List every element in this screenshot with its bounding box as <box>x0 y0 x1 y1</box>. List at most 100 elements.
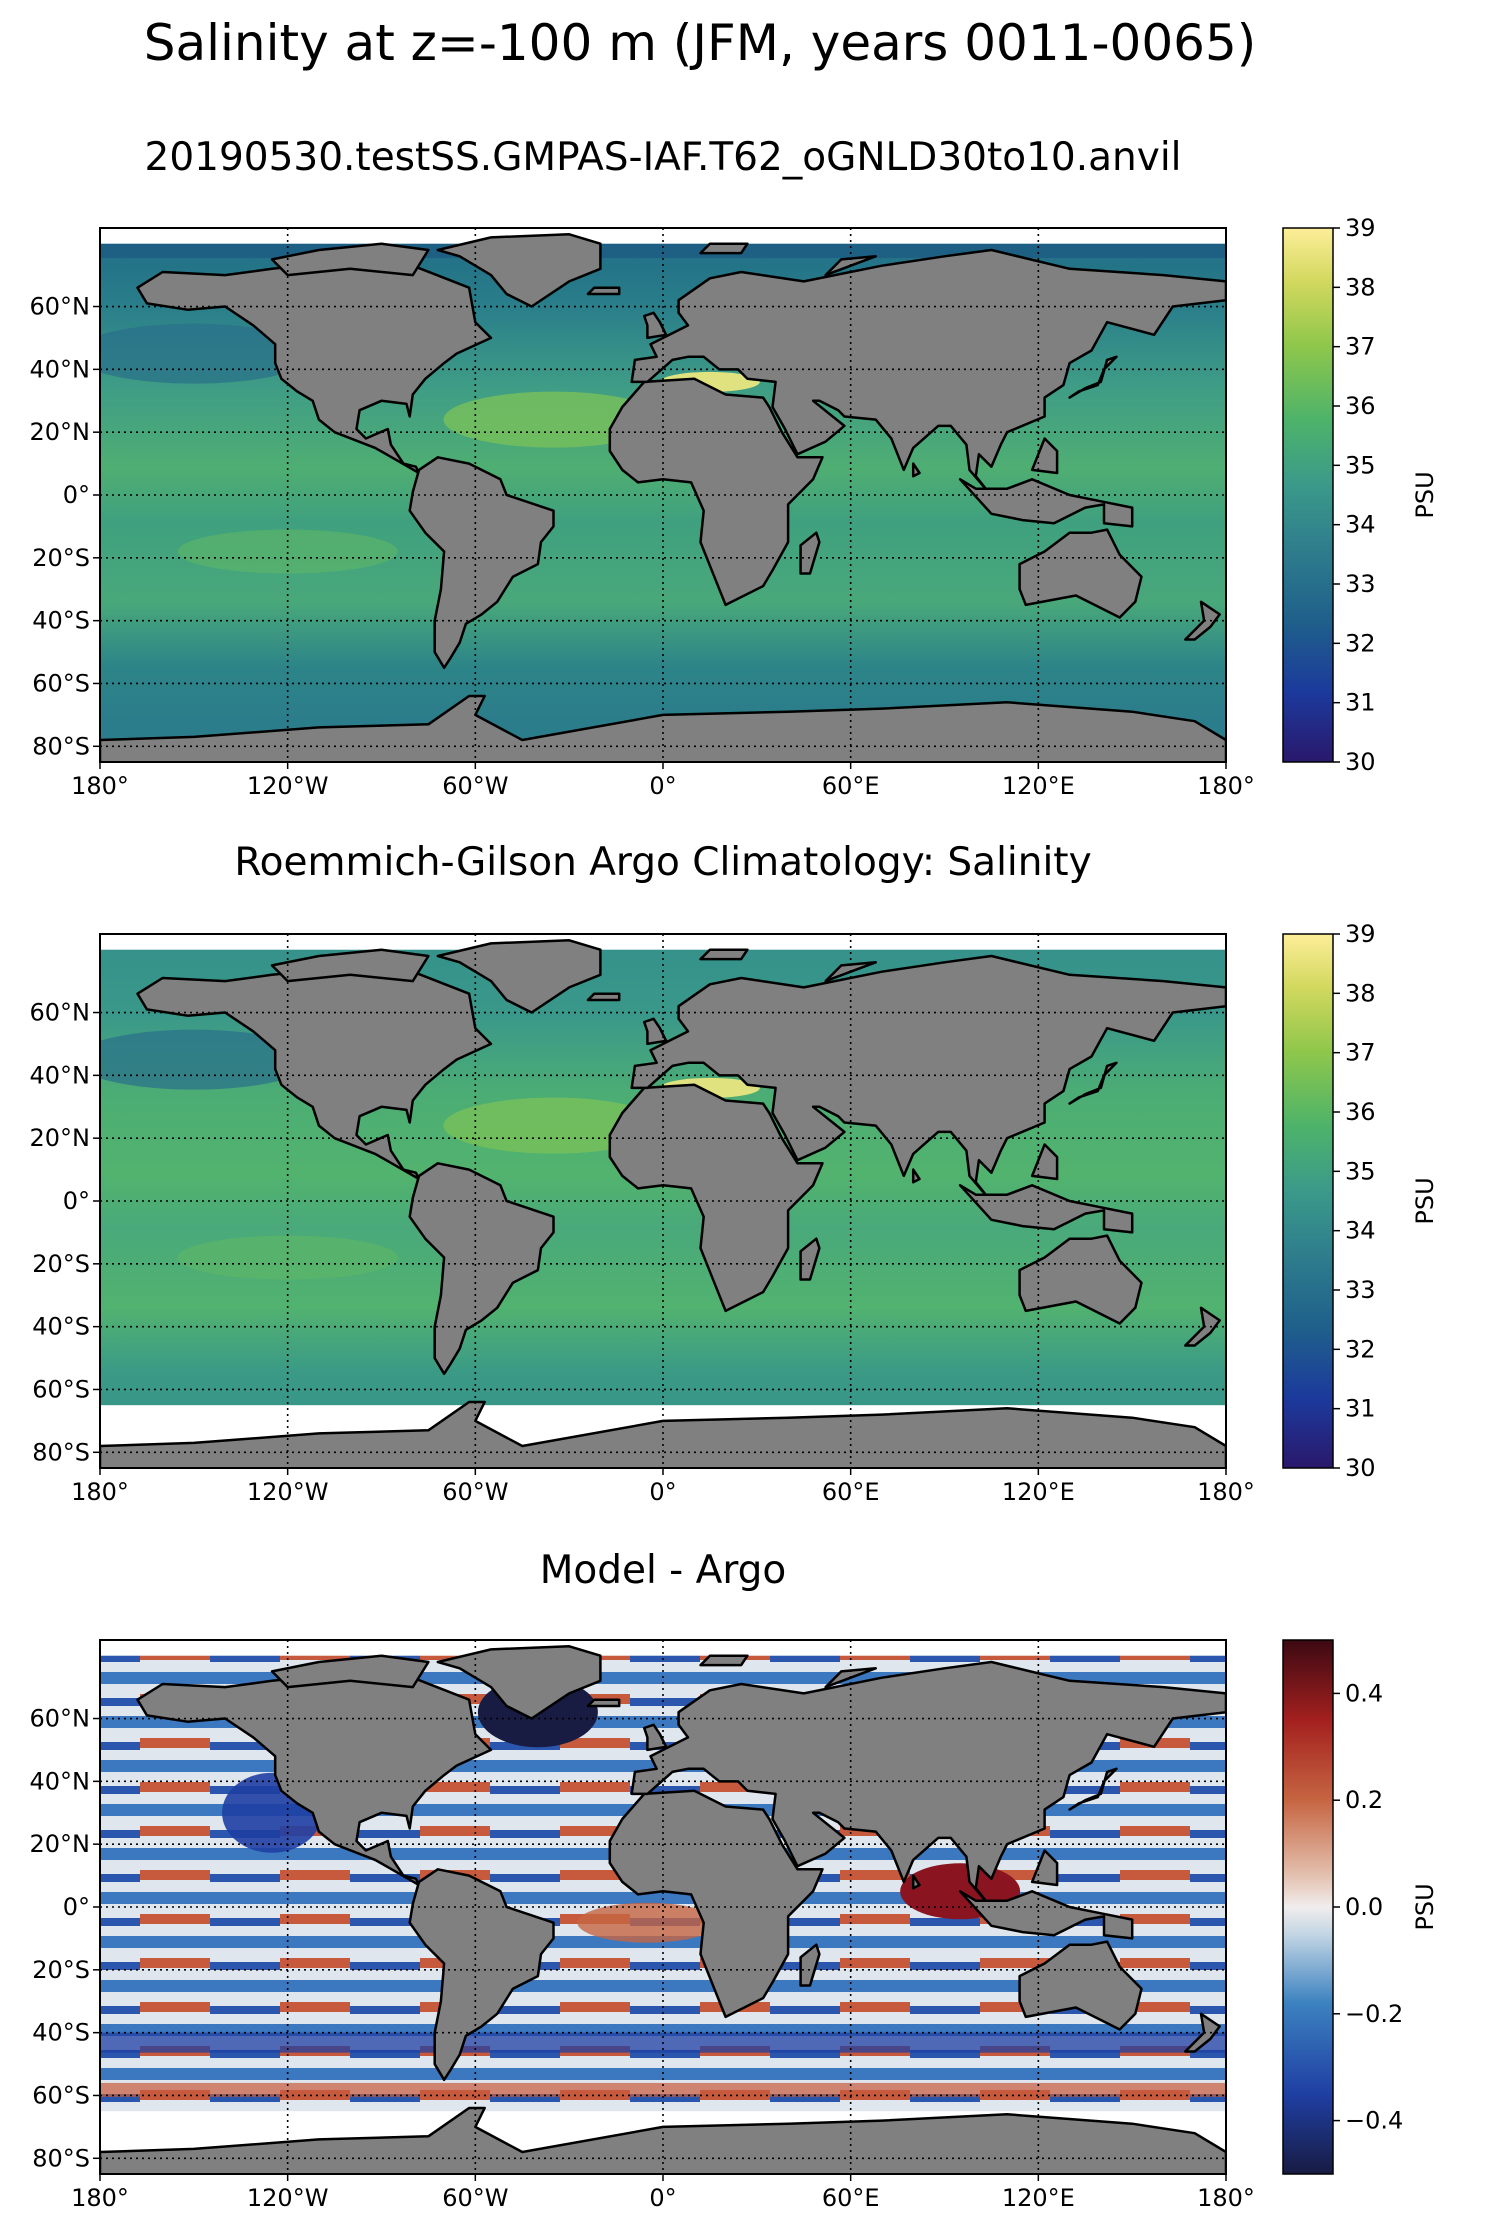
colorbar-tick-label: 0.4 <box>1345 1679 1383 1707</box>
y-tick-label: 20°S <box>32 544 90 572</box>
land-madagascar <box>799 1943 821 1987</box>
land-uk <box>642 1017 668 1046</box>
y-tick-label: 0° <box>63 481 90 509</box>
land-madagascar <box>799 531 821 575</box>
colorbar-tick-label: 31 <box>1345 689 1376 717</box>
colorbar-tick-label: 32 <box>1345 629 1376 657</box>
x-tick-label: 0° <box>649 2184 676 2212</box>
colorbar-label: PSU <box>1411 471 1439 518</box>
land-philippines <box>1030 1143 1059 1181</box>
land-australia <box>1018 1940 1143 2031</box>
colorbar-tick-label: 34 <box>1345 511 1376 539</box>
colorbar-tick-label: 39 <box>1345 920 1376 948</box>
x-tick-label: 120°E <box>1002 772 1075 800</box>
land-eurasia <box>630 1660 1226 1906</box>
land-arctic-islands <box>270 948 430 983</box>
panel-1-title: 20190530.testSS.GMPAS-IAF.T62_oGNLD30to1… <box>144 135 1182 180</box>
y-tick-label: 80°S <box>32 2144 90 2172</box>
land-sri-lanka <box>911 1168 921 1184</box>
land-japan <box>1068 1767 1118 1811</box>
colorbar-tick-label: 39 <box>1345 214 1376 242</box>
colorbar-tick-label: 35 <box>1345 1157 1376 1185</box>
north-pacific-low-salinity <box>100 323 314 384</box>
colorbar-tick-label: 30 <box>1345 748 1376 776</box>
y-tick-label: 60°S <box>32 669 90 697</box>
panel-3-title: Model - Argo <box>539 1548 787 1593</box>
land-iceland <box>586 1698 621 1708</box>
x-tick-label: 60°E <box>822 1478 880 1506</box>
x-tick-label: 180° <box>71 1478 129 1506</box>
x-tick-label: 180° <box>1197 1478 1255 1506</box>
y-tick-label: 60°S <box>32 1375 90 1403</box>
colorbar-tick-label: 35 <box>1345 451 1376 479</box>
land-philippines <box>1030 1849 1059 1887</box>
diff-positive-southern-band <box>100 2082 1226 2097</box>
atlantic-high-salinity <box>443 391 664 448</box>
land-africa <box>608 377 824 607</box>
land-south-america <box>408 1868 555 2082</box>
colorbar-tick-label: 37 <box>1345 333 1376 361</box>
x-tick-label: 180° <box>71 2184 129 2212</box>
x-tick-label: 0° <box>649 1478 676 1506</box>
colorbar-tick-label: 33 <box>1345 570 1376 598</box>
land-sri-lanka <box>911 462 921 478</box>
land-indonesia <box>958 478 1134 528</box>
colorbar-tick-label: 37 <box>1345 1039 1376 1067</box>
land-iceland <box>586 992 621 1002</box>
land-uk <box>642 1723 668 1752</box>
y-tick-label: 40°S <box>32 607 90 635</box>
y-tick-label: 20°N <box>30 418 91 446</box>
colorbar-label: PSU <box>1411 1883 1439 1930</box>
colorbar-2 <box>1282 933 1334 1469</box>
land-greenland <box>436 233 602 308</box>
colorbar-label: PSU <box>1411 1177 1439 1224</box>
land-philippines <box>1030 437 1059 475</box>
land-south-america <box>408 1162 555 1376</box>
y-tick-label: 40°S <box>32 2019 90 2047</box>
colorbar-tick-label: 36 <box>1345 392 1376 420</box>
land-north-america <box>136 1670 493 1887</box>
colorbar-tick-label: 0.0 <box>1345 1893 1383 1921</box>
x-tick-label: 120°E <box>1002 2184 1075 2212</box>
y-tick-label: 20°S <box>32 1250 90 1278</box>
y-tick-label: 40°S <box>32 1313 90 1341</box>
land-greenland <box>436 939 602 1014</box>
x-tick-label: 120°W <box>247 772 329 800</box>
y-tick-label: 20°N <box>30 1124 91 1152</box>
land-svalbard <box>699 1654 749 1667</box>
y-tick-label: 0° <box>63 1187 90 1215</box>
land-eurasia <box>630 248 1226 494</box>
x-tick-label: 180° <box>1197 2184 1255 2212</box>
x-tick-label: 60°W <box>442 1478 508 1506</box>
land-svalbard <box>699 242 749 255</box>
y-tick-label: 20°N <box>30 1830 91 1858</box>
land-sri-lanka <box>911 1874 921 1890</box>
y-tick-label: 60°N <box>30 1705 91 1733</box>
y-tick-label: 60°N <box>30 293 91 321</box>
colorbar-tick-label: 0.2 <box>1345 1786 1383 1814</box>
colorbar-tick-label: 36 <box>1345 1098 1376 1126</box>
panel-2-map <box>100 934 1226 1468</box>
south-pacific-high-salinity <box>177 1235 398 1280</box>
y-tick-label: 0° <box>63 1893 90 1921</box>
land-north-america <box>136 964 493 1181</box>
south-pacific-high-salinity <box>177 529 398 574</box>
x-tick-label: 60°W <box>442 2184 508 2212</box>
land-australia <box>1018 1234 1143 1325</box>
x-tick-label: 60°W <box>442 772 508 800</box>
y-tick-label: 80°S <box>32 732 90 760</box>
colorbar-tick-label: 33 <box>1345 1276 1376 1304</box>
land-svalbard <box>699 948 749 961</box>
colorbar-tick-label: −0.2 <box>1345 2000 1403 2028</box>
land-arctic-islands <box>270 1654 430 1689</box>
land-africa <box>608 1789 824 2019</box>
land-south-america <box>408 456 555 670</box>
colorbar-1 <box>1282 227 1334 763</box>
land-japan <box>1068 1061 1118 1105</box>
x-tick-label: 60°E <box>822 2184 880 2212</box>
diff-positive-atlantic <box>577 1902 718 1943</box>
panel-3-map <box>100 1640 1226 2174</box>
colorbar-tick-label: −0.4 <box>1345 2107 1403 2135</box>
x-tick-label: 120°W <box>247 1478 329 1506</box>
